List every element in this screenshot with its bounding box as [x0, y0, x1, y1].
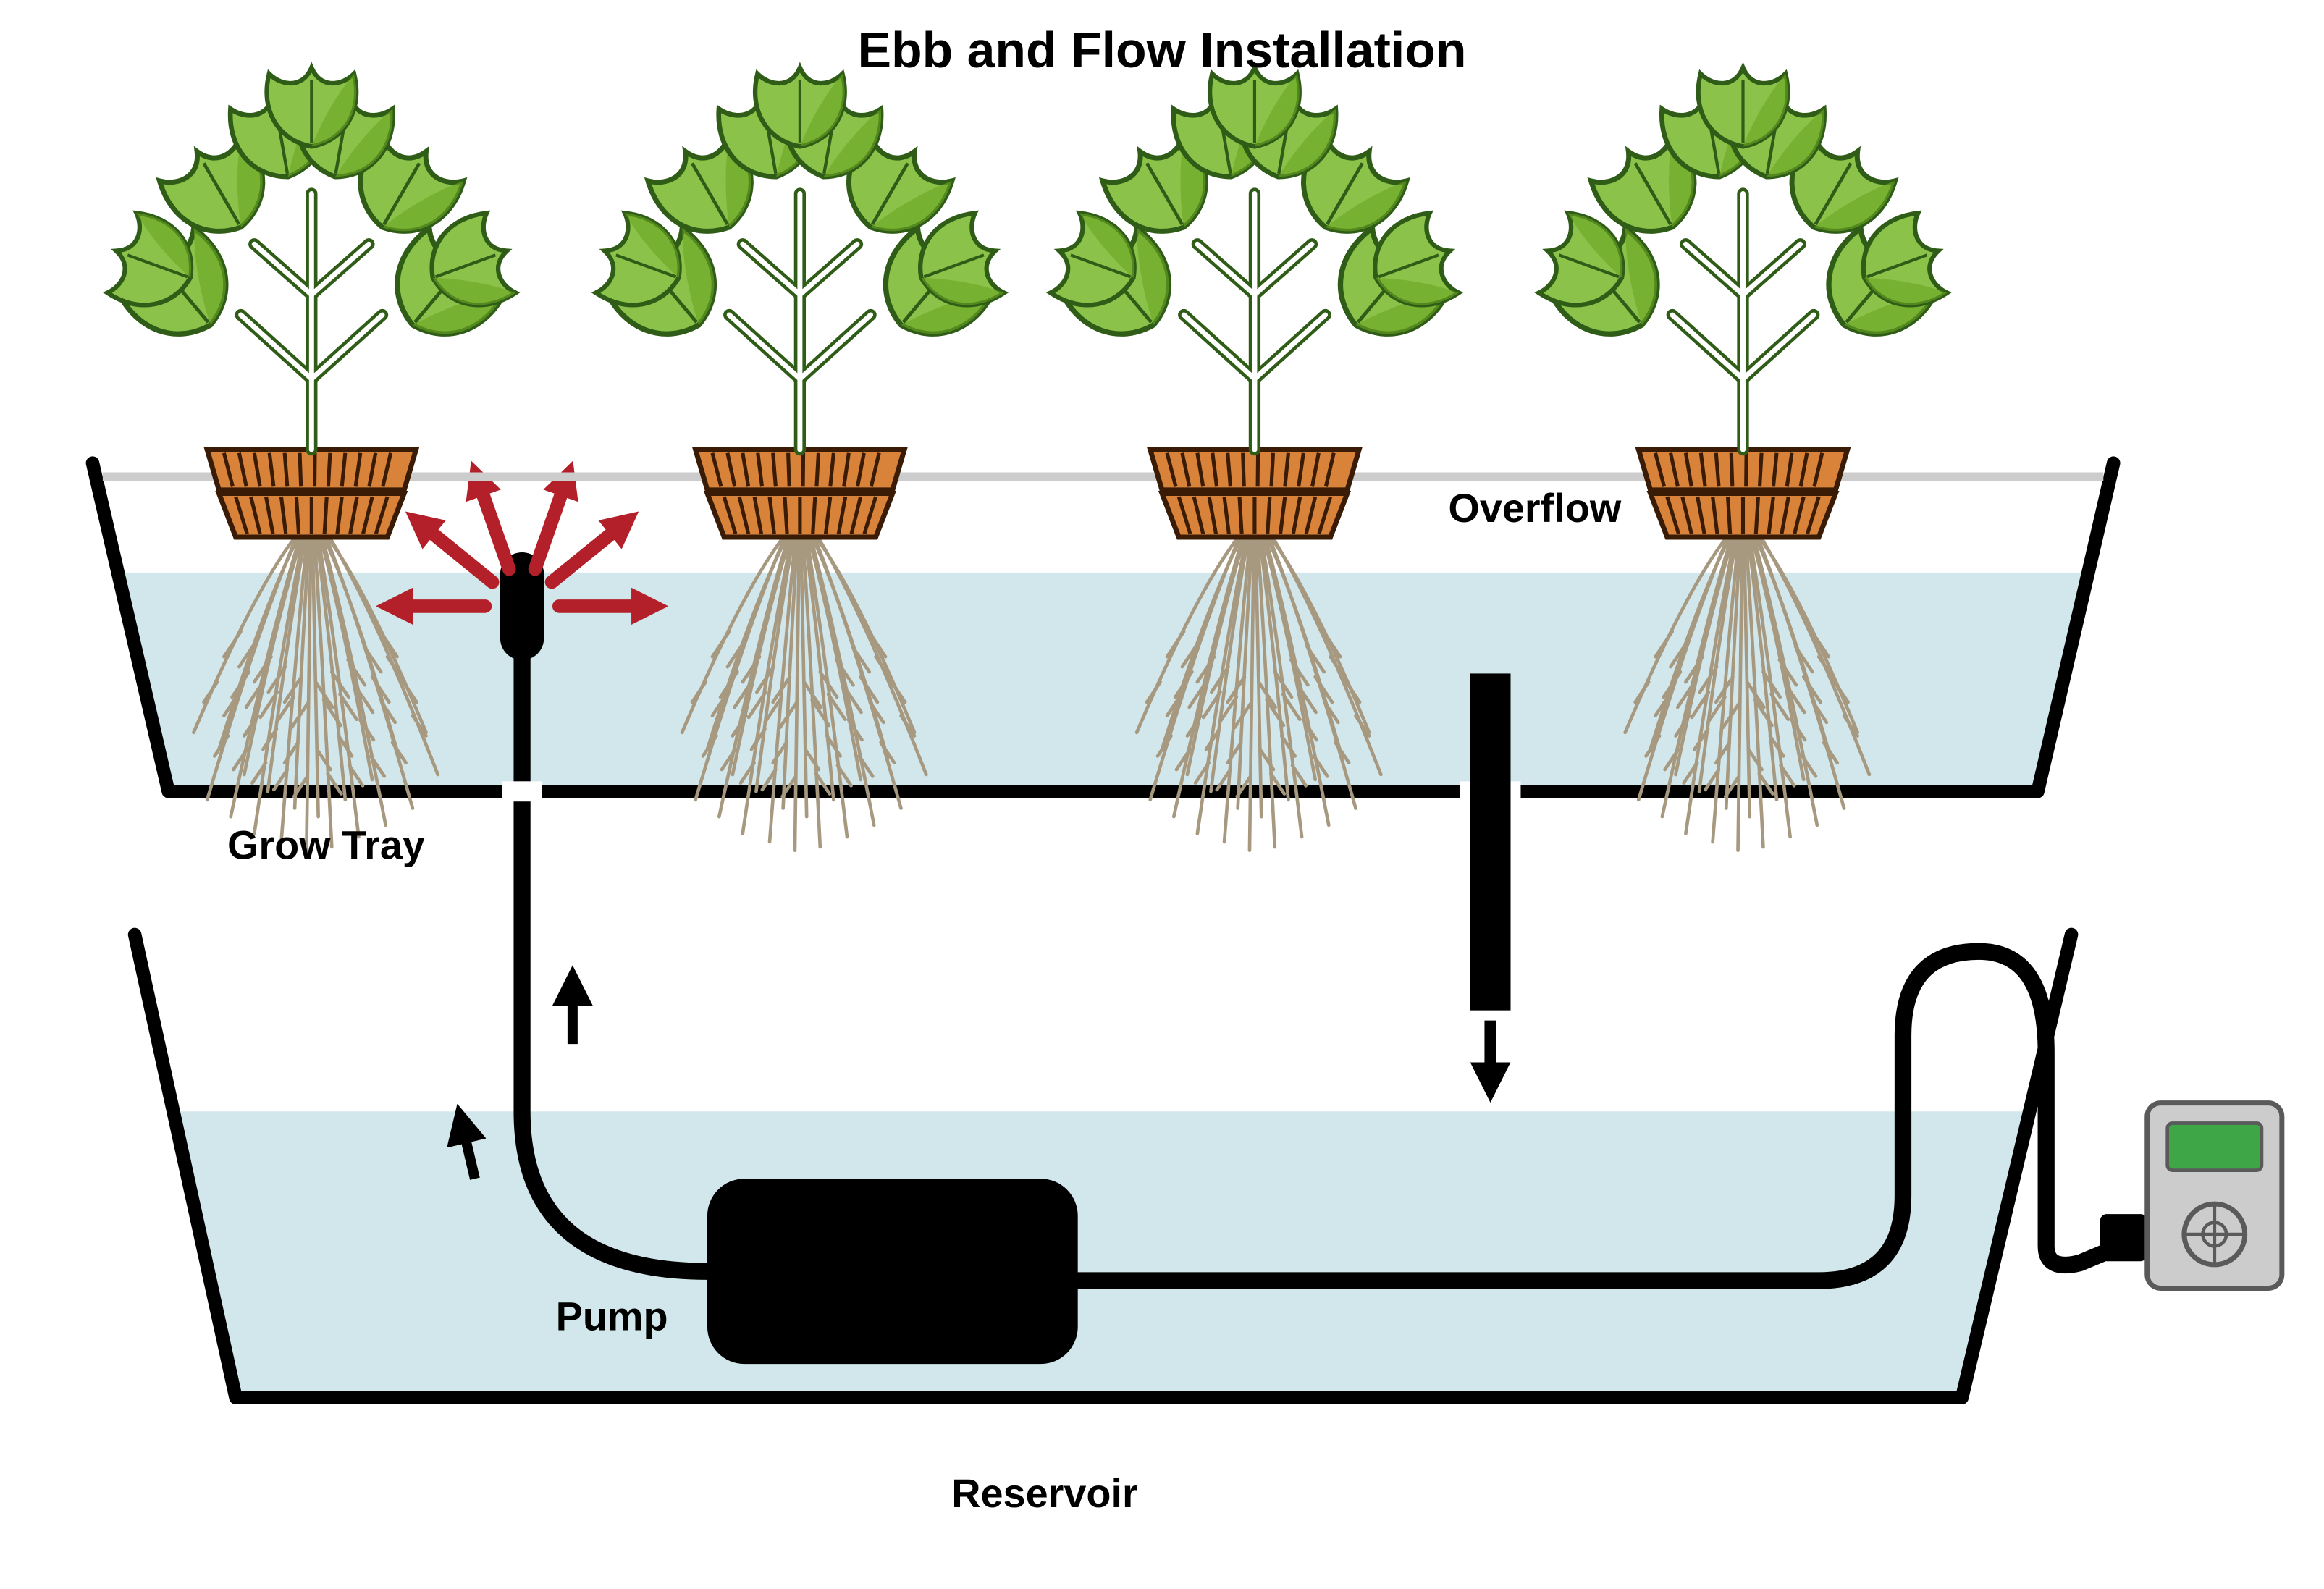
timer	[2147, 1103, 2282, 1289]
spray-arrow	[535, 476, 568, 569]
power-plug	[2100, 1214, 2147, 1261]
reservoir-water	[173, 1111, 2029, 1397]
labels.grow_tray: Grow Tray	[227, 822, 425, 867]
title: Ebb and Flow Installation	[857, 22, 1466, 78]
labels.reservoir: Reservoir	[951, 1470, 1138, 1516]
labels.pump: Pump	[556, 1294, 668, 1339]
labels.overflow: Overflow	[1448, 485, 1621, 531]
spray-arrow	[476, 476, 509, 569]
pump	[707, 1179, 1078, 1364]
ebb-and-flow-diagram: Ebb and Flow Installation Overflow Grow Tr…	[0, 0, 2324, 1583]
overflow-pipe	[1470, 673, 1511, 1010]
